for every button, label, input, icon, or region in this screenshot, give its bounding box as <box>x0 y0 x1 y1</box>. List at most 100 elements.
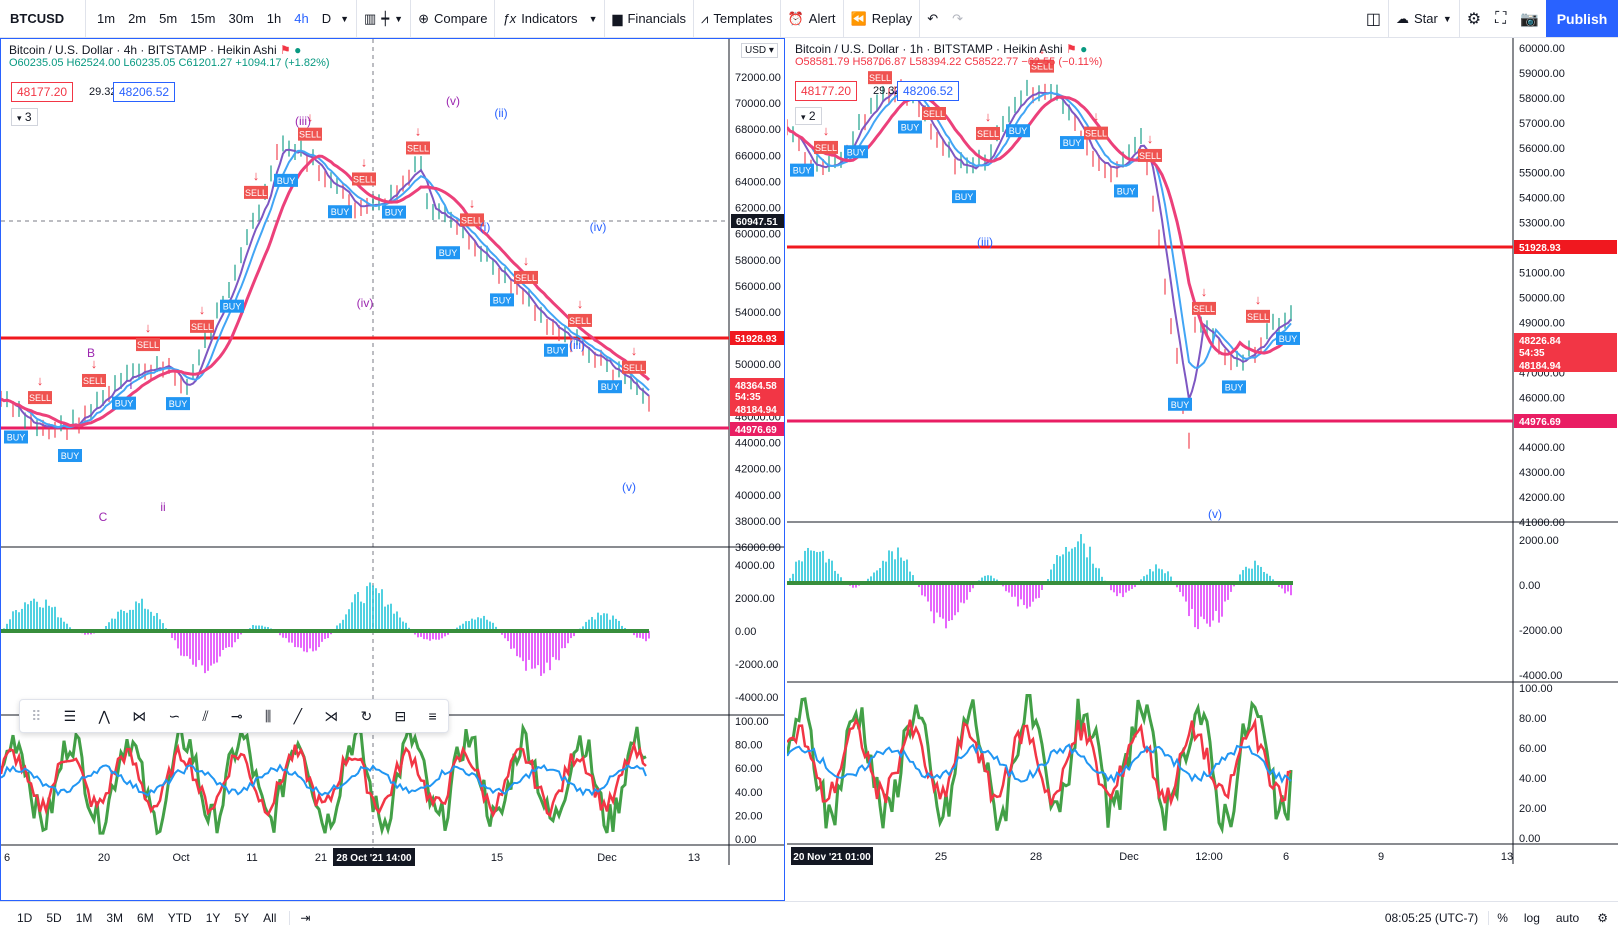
right-chart-canvas[interactable]: 60000.00 59000.00 58000.00 57000.00 56000.00… <box>787 38 1618 901</box>
chart-settings-button[interactable]: ⚙ <box>1587 911 1618 925</box>
histogram-bar <box>1113 583 1115 593</box>
interval-4h[interactable]: 4h <box>294 11 309 26</box>
replay-button[interactable]: ⏪ Replay <box>844 0 921 38</box>
histogram-bar <box>360 601 362 631</box>
price-tag-label: 48184.94 <box>735 405 777 416</box>
histogram-bar <box>903 560 905 583</box>
brush-icon[interactable]: ∽ <box>168 707 181 724</box>
histogram-bar <box>522 631 524 662</box>
histogram-bar <box>1263 571 1265 583</box>
alert-button[interactable]: ⏰ Alert <box>781 0 844 38</box>
interval-5m[interactable]: 5m <box>159 11 178 26</box>
time-axis-label: Oct <box>172 852 189 864</box>
trend-line-icon[interactable]: ╱ <box>293 707 303 724</box>
range-5D[interactable]: 5D <box>46 910 62 925</box>
range-5Y[interactable]: 5Y <box>234 910 250 925</box>
wave-pattern-icon[interactable]: ⋈ <box>132 707 147 724</box>
buy-price-box[interactable]: 48206.52 <box>113 82 176 102</box>
range-1M[interactable]: 1M <box>75 910 93 925</box>
log-toggle[interactable]: log <box>1523 910 1540 925</box>
left-chart-canvas[interactable]: 60947.51 72000.00 70000.00 68000.00 66000.00… <box>1 39 785 901</box>
range-All[interactable]: All <box>263 910 277 925</box>
histogram-bar <box>51 607 53 631</box>
price-axis-label: 43000.00 <box>1519 467 1565 479</box>
stoch-d-line <box>1 740 647 819</box>
horizontal-ray-icon[interactable]: ⊸ <box>230 707 243 724</box>
templates-button[interactable]: ⩘ Templates <box>694 0 781 38</box>
drawing-toolbar[interactable]: ⠿ ☰ ⋀ ⋈ ∽ ⫽ ⊸ ⫼ ╱ ⋊ ↻ ⊟ ≡ <box>19 699 449 733</box>
sell-signal-text: SELL <box>869 73 891 83</box>
histogram-bar <box>303 631 305 652</box>
chart-title: Bitcoin / U.S. Dollar · 1h · BITSTAMP · … <box>795 42 1063 56</box>
percent-toggle[interactable]: % <box>1488 910 1516 925</box>
range-YTD[interactable]: YTD <box>167 910 192 925</box>
buy-signal-label <box>382 205 406 219</box>
indicators-button[interactable]: ƒx Indicators ▼ <box>495 0 606 38</box>
horizontal-lines-icon[interactable]: ☰ <box>63 707 77 724</box>
curve-icon[interactable]: ↻ <box>360 707 373 724</box>
histogram-bar <box>1257 565 1259 583</box>
vertical-lines-icon[interactable]: ⫼ <box>264 707 272 724</box>
right-chart-panel[interactable]: 60000.00 59000.00 58000.00 57000.00 56000.00… <box>787 38 1618 901</box>
interval-30m[interactable]: 30m <box>228 11 254 26</box>
histogram-bar <box>603 613 605 631</box>
auto-toggle[interactable]: auto <box>1555 910 1580 925</box>
settings-lines-icon[interactable]: ≡ <box>428 708 437 724</box>
clock[interactable]: 08:05:25 (UTC-7) <box>1384 910 1479 925</box>
down-arrow-icon: ↓ <box>307 110 314 125</box>
buy-price-box[interactable]: 48206.52 <box>897 81 960 101</box>
indicators-toggle[interactable]: ▾ 3 <box>11 108 38 126</box>
histogram-bar <box>234 631 236 643</box>
symbol-search[interactable]: BTCUSD <box>0 0 86 38</box>
interval-15m[interactable]: 15m <box>190 11 216 26</box>
currency-selector[interactable]: USD ▾ <box>741 43 778 58</box>
sell-price-box[interactable]: 48177.20 <box>795 81 858 101</box>
histogram-bar <box>618 620 620 631</box>
interval-1h[interactable]: 1h <box>266 11 282 26</box>
range-1D[interactable]: 1D <box>17 910 33 925</box>
interval-D[interactable]: D <box>321 11 332 26</box>
goto-date-button[interactable]: ⇥ <box>289 910 320 925</box>
interval-2m[interactable]: 2m <box>128 11 147 26</box>
sell-price-box[interactable]: 48177.20 <box>11 82 74 102</box>
buy-signal-text: BUY <box>169 399 188 409</box>
publish-button[interactable]: Publish <box>1546 0 1618 37</box>
undo-button[interactable]: ↶ <box>920 0 945 38</box>
interval-1m[interactable]: 1m <box>97 11 116 26</box>
layout-name: Star <box>1414 11 1438 26</box>
oscillator-axis-label: 4000.00 <box>735 560 775 572</box>
fullscreen-button[interactable]: ⛶ <box>1488 0 1513 38</box>
financials-button[interactable]: ▆ Financials <box>605 0 695 38</box>
buy-signal-text: BUY <box>1171 400 1190 410</box>
redo-button[interactable]: ↷ <box>945 0 970 38</box>
chart-type-button[interactable]: ▥ ┿ ▼ <box>357 0 412 38</box>
compare-button[interactable]: ⊕ Compare <box>411 0 496 38</box>
layout-button[interactable]: ◫ <box>1359 0 1389 38</box>
chevron-down-icon[interactable]: ▼ <box>340 13 350 24</box>
rsi-axis-label: 20.00 <box>735 810 763 822</box>
snapshot-button[interactable]: 📷 <box>1513 0 1546 38</box>
pattern-icon[interactable]: ⋊ <box>324 707 339 724</box>
ruler-icon[interactable]: ⊟ <box>394 707 407 724</box>
abc-pattern-icon[interactable]: ⋀ <box>98 707 110 724</box>
histogram-bar <box>942 583 944 619</box>
settings-button[interactable]: ⚙ <box>1460 0 1488 38</box>
buy-signal-text: BUY <box>61 451 80 461</box>
histogram-bar <box>582 626 584 631</box>
time-cursor-label: 20 Nov '21 01:00 <box>793 852 871 863</box>
sell-signal-text: SELL <box>191 322 213 332</box>
histogram-bar <box>549 631 551 671</box>
price-tag <box>1514 358 1617 372</box>
histogram-bar <box>1185 583 1187 602</box>
range-6M[interactable]: 6M <box>137 910 154 925</box>
histogram-bar <box>879 568 881 583</box>
down-arrow-icon: ↓ <box>1201 284 1208 299</box>
left-chart-panel[interactable]: 60947.51 72000.00 70000.00 68000.00 66000.00… <box>0 38 785 901</box>
range-3M[interactable]: 3M <box>106 910 124 925</box>
indicators-toggle[interactable]: ▾ 2 <box>795 107 822 125</box>
drag-handle-icon[interactable]: ⠿ <box>31 707 42 724</box>
histogram-bar <box>123 611 125 631</box>
ray-icon[interactable]: ⫽ <box>202 707 209 724</box>
save-layout-button[interactable]: ☁ Star ▼ <box>1389 0 1460 38</box>
range-1Y[interactable]: 1Y <box>205 910 221 925</box>
